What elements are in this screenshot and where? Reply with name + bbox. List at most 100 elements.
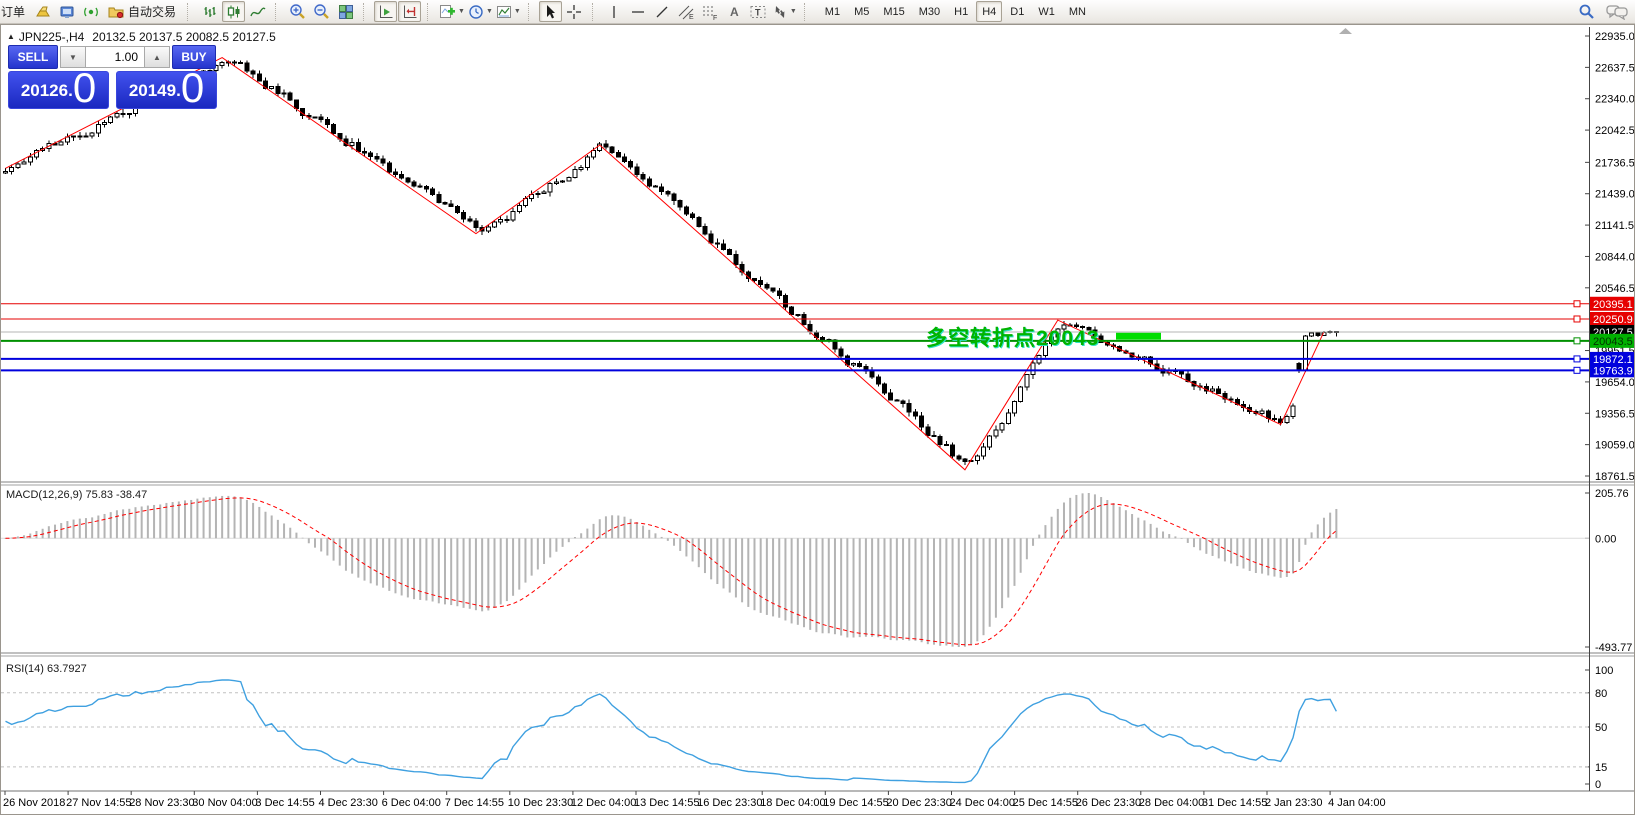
price-axis[interactable]: 22935.0 22637.5 22340.0 22042.5 21736.5 21439… — [1585, 27, 1634, 791]
panel-collapse-icon[interactable]: ▲ — [7, 32, 15, 41]
date-label: 13 Dec 14:55 — [634, 797, 699, 809]
timeframe-m1-button[interactable]: M1 — [824, 5, 841, 18]
rsi-indicator-label: RSI(14) 63.7927 — [6, 663, 87, 675]
timeframe-m15-button[interactable]: M15 — [883, 5, 905, 18]
chart-title: ▲ JPN225-,H4 20132.5 20137.5 20082.5 20127… — [7, 30, 276, 44]
text-icon[interactable]: A — [730, 4, 739, 19]
timeframe-h1-button[interactable]: H1 — [954, 5, 969, 18]
sell-price-frac: 0 — [72, 71, 97, 109]
signals-icon[interactable] — [79, 1, 102, 22]
sell-price-int: 20126 — [20, 81, 69, 100]
date-label: 3 Dec 14:55 — [255, 797, 314, 809]
candlestick-chart-icon[interactable] — [222, 1, 246, 22]
add-indicator-icon[interactable]: ▼ — [438, 1, 466, 22]
chat-icon[interactable] — [1605, 1, 1629, 22]
date-label: 20 Dec 23:30 — [886, 797, 951, 809]
svg-text:22340.0: 22340.0 — [1595, 94, 1634, 106]
ohlc-values: 20132.5 20137.5 20082.5 20127.5 — [92, 30, 276, 44]
bar-chart-icon[interactable] — [198, 1, 221, 22]
chart-annotation-text[interactable]: 多空转折点20043 — [926, 327, 1100, 350]
sell-price-box[interactable]: 20126. 0 — [8, 71, 109, 109]
tile-windows-icon[interactable] — [334, 1, 357, 22]
templates-icon[interactable]: ▼ — [495, 1, 522, 22]
trendline-icon[interactable] — [651, 1, 674, 22]
buy-price-int: 20149 — [128, 81, 177, 100]
date-label: 26 Dec 23:30 — [1076, 797, 1141, 809]
price-line-20395.1[interactable] — [1, 300, 1589, 308]
chart-window[interactable]: 22935.0 22637.5 22340.0 22042.5 21736.5 21439… — [0, 24, 1635, 815]
chevron-down-icon: ▼ — [485, 8, 493, 15]
chart-shift-icon[interactable] — [398, 1, 422, 22]
timeframe-m5-button[interactable]: M5 — [854, 5, 870, 18]
date-label: 4 Dec 23:30 — [319, 797, 378, 809]
date-label: 2 Jan 23:30 — [1265, 797, 1323, 809]
volume-decrease-button[interactable]: ▼ — [60, 46, 86, 68]
volume-increase-button[interactable]: ▲ — [144, 46, 170, 68]
macd-indicator-label: MACD(12,26,9) 75.83 -38.47 — [6, 489, 148, 501]
date-label: 12 Dec 04:00 — [571, 797, 636, 809]
timeframe-d1-button[interactable]: D1 — [1010, 5, 1025, 18]
volume-input[interactable] — [86, 46, 144, 68]
timeframe-w1-button[interactable]: W1 — [1038, 5, 1055, 18]
arrows-icon[interactable]: ▼ — [771, 1, 798, 22]
price-badge-20395.1: 20395.1 — [1590, 296, 1634, 311]
buy-button[interactable]: BUY — [172, 45, 216, 69]
svg-text:19059.0: 19059.0 — [1595, 440, 1634, 452]
zoom-in-icon[interactable] — [286, 1, 309, 22]
one-click-trading-panel: SELL ▼ ▲ BUY 20126.0 20149.0 — [8, 45, 218, 109]
svg-text:-493.77: -493.77 — [1595, 642, 1632, 654]
new-order-button[interactable]: 订单 — [0, 1, 30, 22]
autotrading-label: 自动交易 — [128, 5, 177, 19]
gold-ingot-icon[interactable] — [31, 1, 54, 22]
svg-text:20043.5: 20043.5 — [1593, 336, 1633, 348]
price-line-19763.9[interactable] — [1, 366, 1589, 374]
fibonacci-icon[interactable]: F — [699, 1, 722, 22]
periods-clock-icon[interactable]: ▼ — [467, 1, 494, 22]
buy-price-frac: 0 — [180, 71, 205, 109]
zigzag-indicator[interactable] — [5, 57, 1325, 471]
svg-text:20250.9: 20250.9 — [1593, 314, 1633, 326]
text-label-icon[interactable]: T — [747, 1, 770, 22]
equidistant-channel-icon[interactable]: E — [675, 1, 698, 22]
date-label: 28 Nov 23:30 — [129, 797, 194, 809]
date-label: 19 Dec 14:55 — [823, 797, 888, 809]
svg-text:21141.5: 21141.5 — [1595, 220, 1634, 232]
toolbar-separator — [803, 2, 811, 21]
rsi-pane[interactable] — [1, 679, 1589, 784]
cursor-icon[interactable] — [538, 1, 562, 22]
chart-canvas[interactable]: 22935.0 22637.5 22340.0 22042.5 21736.5 21439… — [1, 25, 1634, 814]
zoom-out-icon[interactable] — [310, 1, 333, 22]
buy-price-box[interactable]: 20149. 0 — [116, 71, 217, 109]
chevron-down-icon: ▼ — [789, 8, 797, 15]
price-line-19872.1[interactable] — [1, 355, 1589, 363]
toolbar-separator — [275, 2, 282, 21]
autotrading-button[interactable]: 自动交易 — [103, 1, 181, 22]
search-icon[interactable] — [1575, 1, 1598, 22]
timeframe-h4-button[interactable]: H4 — [976, 1, 1003, 22]
price-line-20250.9[interactable] — [1, 315, 1589, 323]
vertical-line-icon[interactable] — [603, 1, 626, 22]
candles-layer — [3, 60, 1339, 465]
svg-text:22042.5: 22042.5 — [1595, 125, 1634, 137]
buy-button-label: BUY — [181, 50, 207, 64]
scroll-marker-icon[interactable] — [1339, 28, 1352, 34]
sell-button[interactable]: SELL — [8, 45, 58, 69]
timeframe-mn-button[interactable]: MN — [1068, 5, 1086, 18]
timeframe-m30-button[interactable]: M30 — [918, 5, 941, 18]
date-label: 31 Dec 14:55 — [1202, 797, 1267, 809]
crosshair-icon[interactable] — [563, 1, 586, 22]
auto-scroll-icon[interactable] — [374, 1, 398, 22]
price-line-20043.5[interactable] — [1, 337, 1589, 345]
horizontal-line-icon[interactable] — [627, 1, 650, 22]
date-label: 27 Nov 14:55 — [66, 797, 131, 809]
svg-text:20546.5: 20546.5 — [1595, 283, 1634, 295]
price-badge-20043.5: 20043.5 — [1590, 333, 1634, 348]
svg-text:20395.1: 20395.1 — [1593, 299, 1633, 311]
terminal-icon[interactable] — [55, 1, 78, 22]
date-label: 18 Dec 04:00 — [760, 797, 825, 809]
macd-pane[interactable] — [1, 493, 1589, 648]
line-chart-icon[interactable] — [246, 1, 269, 22]
toolbar-separator — [187, 2, 194, 21]
date-label: 25 Dec 14:55 — [1013, 797, 1078, 809]
